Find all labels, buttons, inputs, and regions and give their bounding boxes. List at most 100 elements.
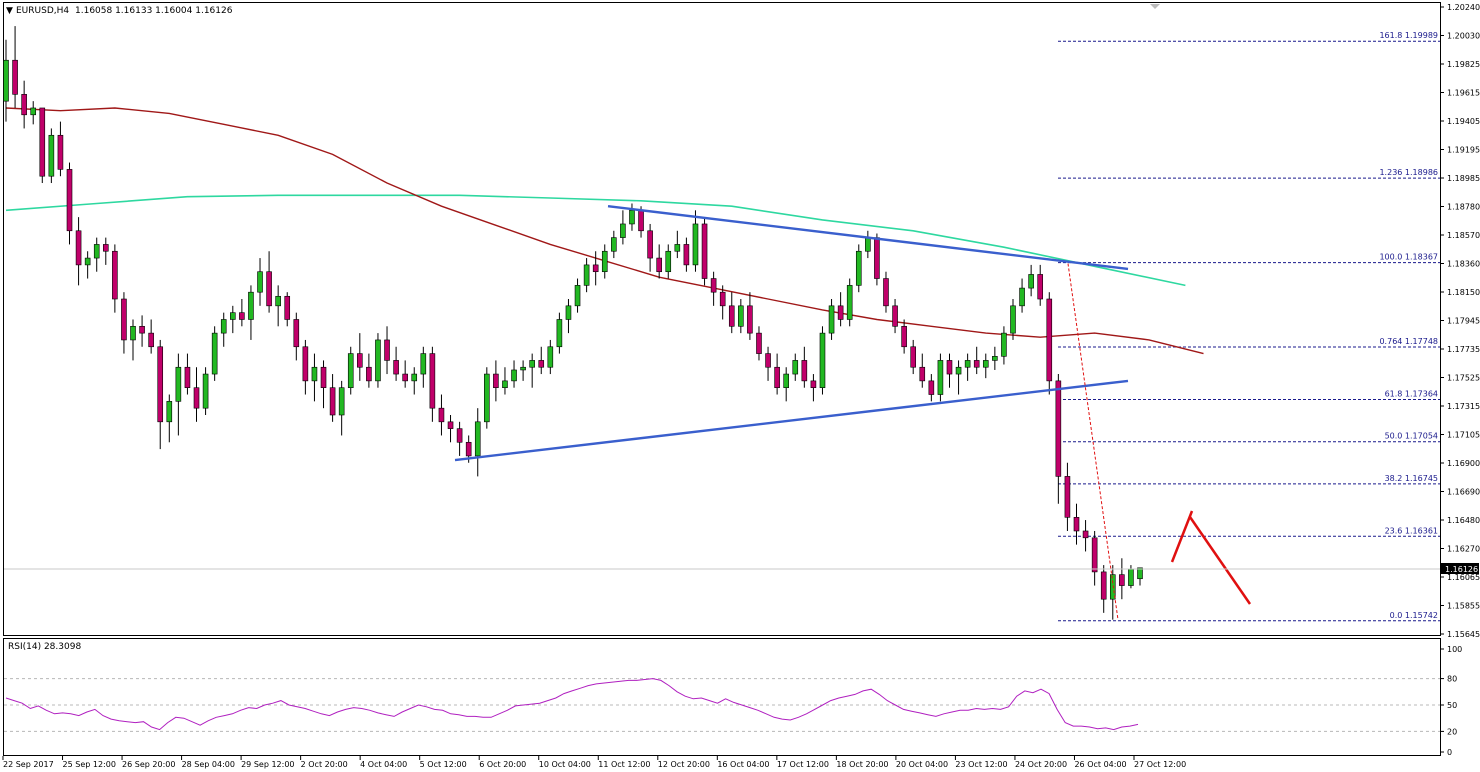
candle-body xyxy=(520,366,526,371)
candle xyxy=(302,339,309,395)
candle-body xyxy=(474,421,481,457)
candle xyxy=(538,346,545,375)
price-axis-label: 1.15645 xyxy=(1447,630,1480,639)
candle xyxy=(320,360,327,409)
candle-body xyxy=(438,407,445,423)
candle xyxy=(529,353,535,388)
candle xyxy=(202,367,209,415)
price-axis-label: 1.19405 xyxy=(1447,117,1480,126)
candle xyxy=(338,380,345,436)
time-axis-label: 29 Sep 12:00 xyxy=(241,760,294,769)
candle xyxy=(674,230,681,259)
candle-body xyxy=(3,59,9,102)
candle xyxy=(846,278,853,327)
candle-body xyxy=(411,373,418,382)
current-price-label: 1.16126 xyxy=(1445,565,1478,574)
price-axis-label: 1.18780 xyxy=(1447,203,1480,212)
price-axis-label: 1.16690 xyxy=(1447,488,1480,497)
candle-body xyxy=(393,360,399,375)
candle xyxy=(239,299,245,327)
candle xyxy=(992,346,998,370)
time-axis-label: 10 Oct 04:00 xyxy=(539,760,591,769)
candle xyxy=(828,299,835,340)
candle-body xyxy=(583,264,590,286)
candle xyxy=(556,312,563,354)
time-axis-label: 12 Oct 20:00 xyxy=(658,760,710,769)
candle-body xyxy=(284,295,291,320)
candle-body xyxy=(357,353,363,368)
candle-body xyxy=(139,325,145,334)
candle xyxy=(12,26,18,108)
rsi-axis-label: 100 xyxy=(1447,645,1462,654)
chart-shift-marker-icon[interactable] xyxy=(1150,4,1160,9)
candle-body xyxy=(275,295,281,307)
candle xyxy=(801,346,808,388)
candle-body xyxy=(1001,332,1007,357)
candle-body xyxy=(1109,574,1116,600)
candle xyxy=(366,353,372,388)
candle-body xyxy=(964,360,971,368)
candle xyxy=(710,271,717,306)
candle xyxy=(139,315,145,347)
candle-body xyxy=(692,223,699,266)
candle-body xyxy=(1037,274,1044,300)
candle xyxy=(311,353,318,402)
fib-level-label: 38.2 1.16745 xyxy=(1385,474,1438,483)
candle xyxy=(738,299,744,334)
candle-body xyxy=(230,312,236,320)
price-axis-label: 1.16065 xyxy=(1447,573,1480,582)
candle xyxy=(601,244,608,279)
candle-body xyxy=(166,401,173,423)
candle-body xyxy=(248,291,254,320)
time-axis-label: 26 Oct 04:00 xyxy=(1074,760,1126,769)
price-axis-label: 1.17735 xyxy=(1447,345,1480,354)
candle xyxy=(1109,565,1116,620)
candle xyxy=(592,251,599,286)
candle-body xyxy=(855,250,862,286)
candle xyxy=(647,223,653,272)
candle-body xyxy=(982,360,989,368)
candle-body xyxy=(511,369,517,382)
candle xyxy=(874,233,880,286)
candle-body xyxy=(765,353,771,368)
candle-body xyxy=(946,360,953,375)
candle-body xyxy=(121,298,127,341)
candle-body xyxy=(1082,530,1089,539)
candle xyxy=(1028,264,1034,297)
candle xyxy=(1055,374,1062,504)
fib-level-label: 61.8 1.17364 xyxy=(1385,389,1438,398)
candle xyxy=(756,326,762,361)
candle xyxy=(447,414,454,443)
candle-body xyxy=(992,356,998,361)
candle xyxy=(112,244,118,313)
candle xyxy=(121,292,127,354)
candle xyxy=(411,367,418,395)
candle xyxy=(157,339,164,450)
candle-body xyxy=(819,332,826,389)
candle xyxy=(102,237,109,265)
candle-body xyxy=(529,360,535,368)
candle-body xyxy=(656,257,662,273)
candle-body xyxy=(420,353,427,375)
price-axis-label: 1.20030 xyxy=(1447,32,1480,41)
candle-body xyxy=(57,134,64,170)
candle-body xyxy=(465,441,472,457)
candle xyxy=(21,80,27,129)
candle-body xyxy=(747,305,753,334)
candle xyxy=(747,292,753,340)
candle xyxy=(728,292,735,334)
price-axis-label: 1.16900 xyxy=(1447,459,1480,468)
candle xyxy=(193,367,200,422)
candle-body xyxy=(184,366,191,389)
price-axis-label: 1.16480 xyxy=(1447,516,1480,525)
candle-body xyxy=(1019,287,1025,307)
price-axis-label: 1.18570 xyxy=(1447,231,1480,240)
candle xyxy=(347,346,354,395)
fib-level-label: 100.0 1.18367 xyxy=(1379,253,1438,262)
candle xyxy=(1001,326,1007,365)
upper-trendline xyxy=(607,205,1129,271)
rsi-axis-label: 0 xyxy=(1447,748,1452,757)
candle-body xyxy=(402,373,408,382)
time-axis-label: 2 Oct 20:00 xyxy=(301,760,348,769)
